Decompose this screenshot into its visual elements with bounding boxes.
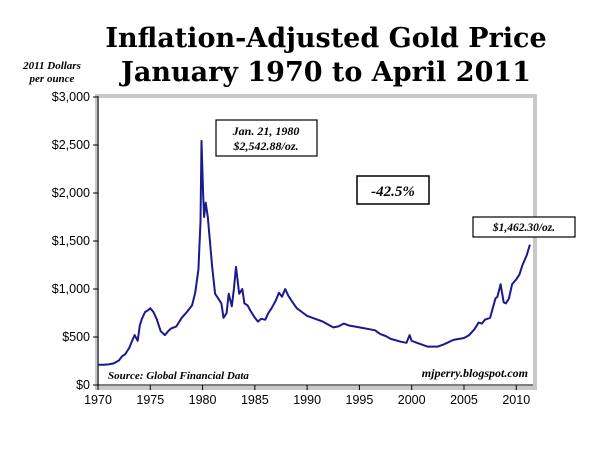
series-layer [98, 139, 531, 366]
y-tick-label: $3,000 [52, 90, 90, 104]
source-note: Source: Global Financial Data [108, 370, 249, 382]
x-tick-label: 2005 [450, 393, 478, 407]
y-tick-label: $1,000 [52, 282, 90, 296]
x-tick-label: 2000 [398, 393, 426, 407]
y-unit-line1: 2011 Dollars [22, 60, 81, 72]
x-tick-label: 2010 [502, 393, 530, 407]
y-unit-line2: per ounce [29, 73, 75, 85]
change-annotation: -42.5% [371, 184, 415, 200]
y-tick-label: $2,000 [52, 186, 90, 200]
y-tick-label: $1,500 [52, 234, 90, 248]
price-series-line [98, 139, 531, 366]
y-tick-label: $0 [76, 378, 90, 392]
y-tick-label: $2,500 [52, 138, 90, 152]
change-annotation-box [356, 175, 430, 205]
x-tick-label: 1970 [84, 393, 112, 407]
x-tick-label: 1995 [346, 393, 374, 407]
peak-annotation-date: Jan. 21, 1980 [232, 124, 300, 138]
latest-annotation-box [472, 216, 576, 238]
axis-ticks: $0 $500 $1,000 $1,500 $2,000 $2,500 $3,000 1970… [52, 90, 530, 407]
x-tick-label: 1990 [293, 393, 321, 407]
latest-annotation: $1,462.30/oz. [492, 221, 555, 234]
credit-note: mjperry.blogspot.com [422, 366, 528, 380]
peak-annotation-box [215, 119, 318, 157]
x-tick-label: 1985 [241, 393, 269, 407]
x-tick-label: 1975 [136, 393, 164, 407]
chart-title: Inflation-Adjusted Gold Price [105, 23, 546, 54]
peak-annotation-price: $2,542.88/oz. [232, 139, 298, 153]
x-tick-label: 1980 [189, 393, 217, 407]
chart-subtitle: January 1970 to April 2011 [119, 57, 531, 88]
y-tick-label: $500 [62, 330, 90, 344]
